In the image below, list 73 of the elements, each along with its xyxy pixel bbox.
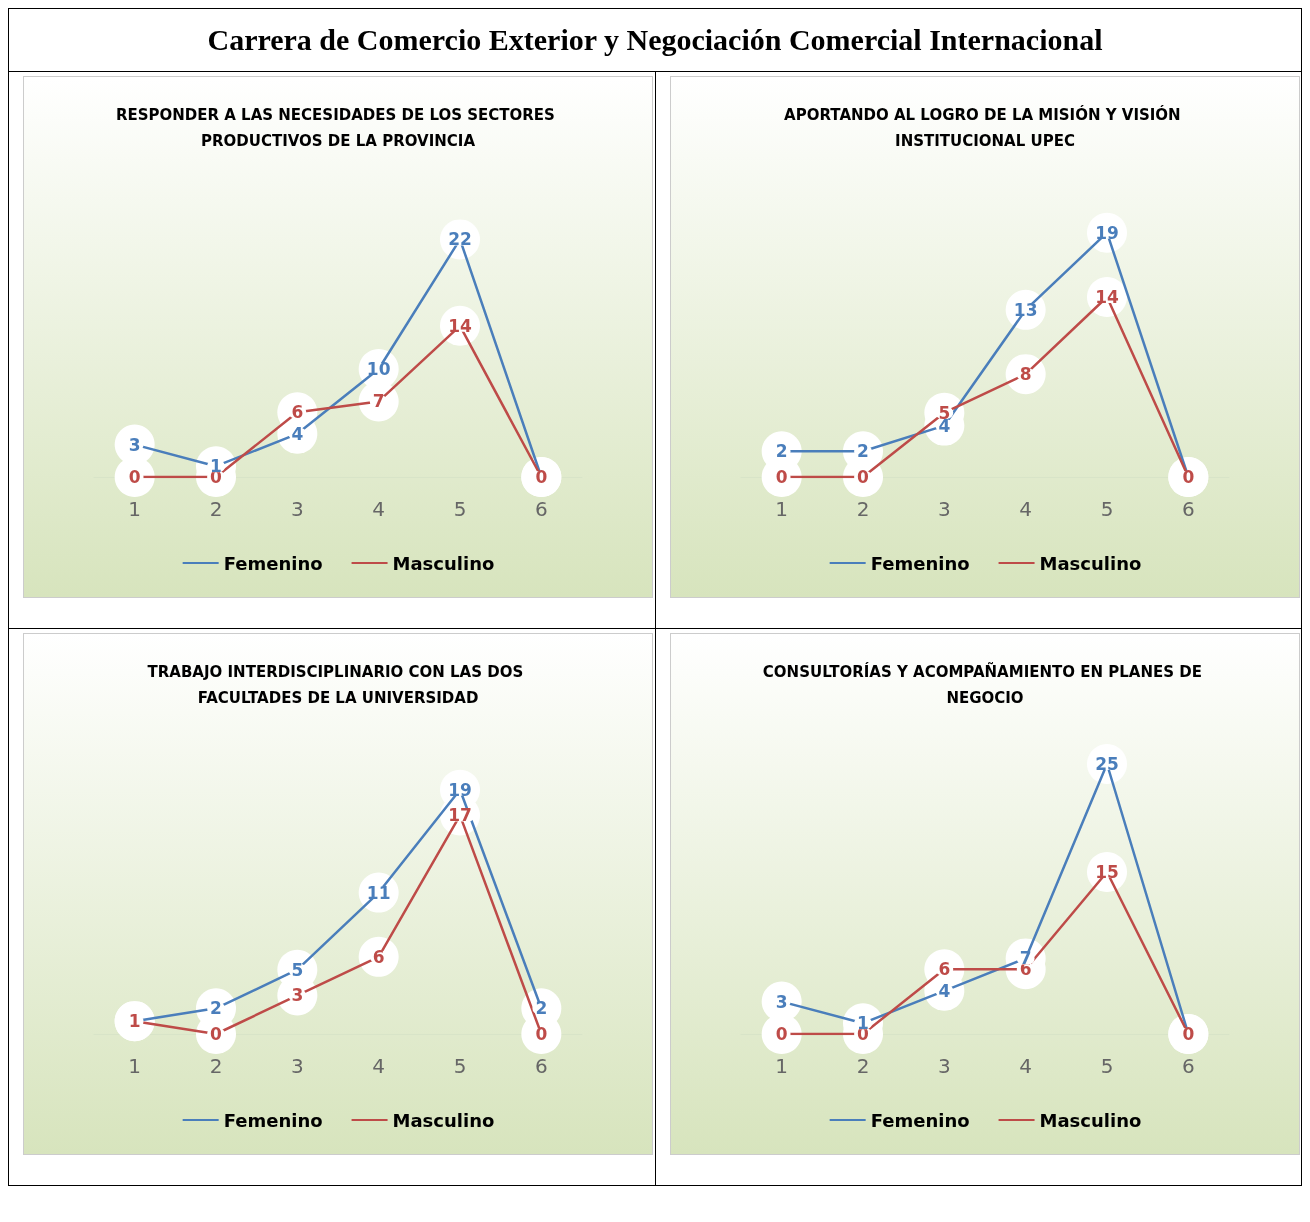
legend-label: Femenino	[223, 1109, 323, 1131]
data-label: 0	[535, 1024, 548, 1044]
data-label: 14	[1094, 287, 1119, 307]
legend-label: Masculino	[392, 1109, 495, 1131]
chart-title: APORTANDO AL LOGRO DE LA MISIÓN Y VISIÓN INSTITUCIONAL UPEC	[783, 105, 1186, 150]
data-label: 22	[448, 229, 472, 250]
data-label: 0	[535, 467, 548, 487]
legend-label: Masculino	[1039, 552, 1141, 574]
data-label: 4	[291, 423, 304, 444]
data-label: 0	[1181, 1024, 1194, 1044]
x-tick-label: 2	[856, 497, 869, 521]
data-label: 1	[128, 1011, 141, 1032]
data-label: 10	[366, 359, 391, 379]
data-label: 0	[1181, 467, 1194, 487]
x-tick-label: 6	[1181, 1054, 1195, 1078]
data-label: 2	[856, 441, 869, 462]
x-tick-label: 1	[774, 497, 788, 521]
data-label: 3	[775, 991, 788, 1012]
data-label: 15	[1094, 862, 1119, 882]
data-label: 8	[1019, 364, 1032, 385]
data-label: 2	[775, 441, 788, 462]
data-label: 19	[448, 779, 472, 800]
x-tick-label: 3	[937, 1054, 951, 1078]
text: Carrera de Comercio Exterior y Negociación Comercial Internacional	[206, 23, 1104, 57]
x-tick-label: 1	[774, 1054, 788, 1078]
x-tick-label: 5	[1100, 1054, 1113, 1078]
x-tick-label: 4	[372, 1054, 386, 1078]
x-tick-label: 2	[209, 497, 223, 521]
legend-label: Masculino	[1039, 1109, 1141, 1131]
data-label: 0	[775, 1024, 788, 1044]
data-label: 0	[128, 467, 141, 487]
chart-title: RESPONDER A LAS NECESIDADES DE LOS SECTORES PRODUCTIVOS DE LA PROVINCIA	[115, 106, 561, 150]
data-label: 25	[1094, 754, 1119, 774]
data-label: 2	[535, 998, 548, 1019]
data-label: 0	[775, 467, 788, 487]
x-tick-label: 1	[128, 1054, 142, 1078]
x-tick-label: 2	[209, 1054, 223, 1078]
x-tick-label: 4	[1018, 497, 1032, 521]
x-tick-label: 5	[453, 1054, 467, 1078]
chart-title: CONSULTORÍAS Y ACOMPAÑAMIENTO EN PLANES DE NEGOCIO	[762, 662, 1207, 707]
x-tick-label: 6	[534, 1054, 548, 1078]
data-label: 6	[291, 402, 304, 423]
data-label: 3	[128, 434, 141, 455]
data-label: 7	[372, 391, 385, 412]
x-tick-label: 2	[856, 1054, 869, 1078]
x-tick-label: 6	[534, 497, 548, 521]
data-label: 0	[210, 1024, 223, 1044]
data-label: 17	[448, 805, 472, 826]
data-label: 5	[291, 959, 304, 980]
data-label: 3	[291, 985, 304, 1006]
data-label: 14	[448, 315, 472, 336]
data-label: 0	[856, 467, 869, 487]
x-tick-label: 3	[290, 497, 304, 521]
data-label: 19	[1094, 222, 1119, 243]
legend-label: Femenino	[870, 552, 970, 574]
data-label: 11	[366, 882, 391, 903]
x-tick-label: 4	[1018, 1054, 1032, 1078]
data-label: 6	[937, 959, 950, 980]
x-tick-label: 4	[372, 497, 386, 521]
x-tick-label: 3	[937, 497, 951, 521]
data-label: 2	[210, 998, 222, 1019]
x-tick-label: 1	[128, 497, 142, 521]
x-tick-label: 6	[1181, 497, 1195, 521]
data-label: 6	[372, 946, 385, 967]
legend-label: Masculino	[392, 552, 495, 574]
legend-label: Femenino	[870, 1109, 970, 1131]
x-tick-label: 5	[1100, 497, 1113, 521]
x-tick-label: 5	[453, 497, 467, 521]
chart-title: TRABAJO INTERDISCIPLINARIO CON LAS DOS FACULTADES DE LA UNIVERSIDAD	[147, 663, 529, 707]
legend-label: Femenino	[223, 552, 323, 574]
data-label: 13	[1013, 299, 1037, 320]
x-tick-label: 3	[290, 1054, 304, 1078]
data-label: 4	[937, 980, 950, 1001]
